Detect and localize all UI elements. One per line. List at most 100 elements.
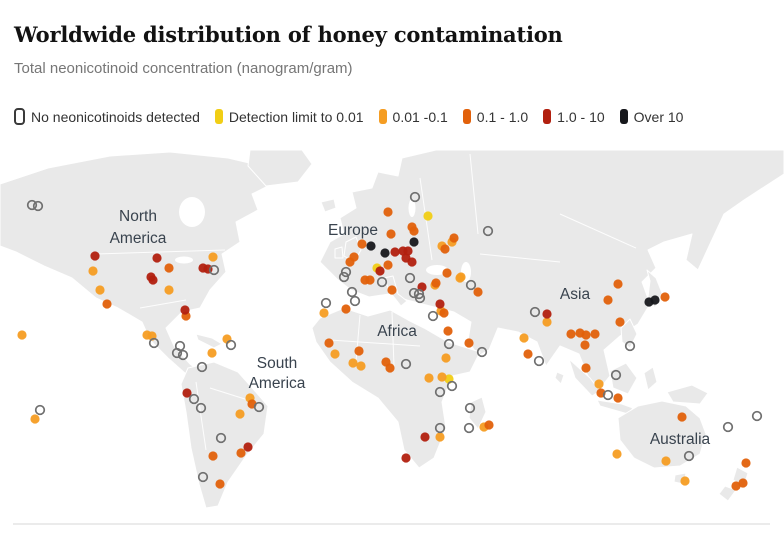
mid-dot	[581, 363, 591, 373]
none-dot	[610, 369, 622, 381]
legend-label: 0.01 -0.1	[392, 108, 448, 125]
world-map: North America Europe South America Africa Asia…	[0, 150, 784, 512]
high-dot	[148, 275, 158, 285]
none-dot	[346, 286, 358, 298]
mid-dot	[345, 257, 355, 267]
map-label-asia: Asia	[560, 286, 591, 303]
none-dot	[400, 358, 412, 370]
continent-labels: North America Europe South America Africa Asia…	[110, 208, 711, 448]
low-dot	[594, 379, 604, 389]
mid-dot	[215, 479, 225, 489]
none-dot	[340, 266, 352, 278]
none-dot	[624, 340, 636, 352]
map-label-south-america: South America	[249, 355, 306, 392]
none-dot	[197, 471, 209, 483]
legend-item: 0.1 - 1.0	[462, 109, 528, 125]
over-10-dot	[366, 241, 376, 251]
over-10-dot	[650, 295, 660, 305]
land-sri-lanka	[554, 371, 565, 385]
mid-dot	[449, 233, 459, 243]
none-dot	[376, 276, 388, 288]
land-new-guinea	[666, 384, 709, 405]
none-dot	[434, 422, 446, 434]
none-dot	[482, 225, 494, 237]
over-10-dot	[380, 248, 390, 258]
none-dot	[476, 346, 488, 358]
mid-dot	[566, 329, 576, 339]
legend: No neonicotinoids detected Detection limi…	[14, 108, 698, 125]
low-dot	[612, 449, 622, 459]
low-dot	[88, 266, 98, 276]
legend-item: Detection limit to 0.01	[214, 109, 364, 125]
high-dot	[375, 266, 385, 276]
none-dot	[253, 401, 265, 413]
none-dot	[349, 295, 361, 307]
high-dot	[401, 453, 411, 463]
mid-dot	[102, 299, 112, 309]
high-dot	[390, 247, 400, 257]
low-dot	[319, 308, 329, 318]
land-eurasia	[319, 150, 784, 393]
none-dot	[34, 404, 46, 416]
mid-dot	[208, 451, 218, 461]
mid-dot	[365, 275, 375, 285]
land-philippines	[620, 318, 638, 349]
high-dot	[403, 246, 413, 256]
legend-item: 0.01 -0.1	[378, 108, 448, 125]
low-dot	[437, 372, 447, 382]
none-dot	[196, 361, 208, 373]
over-10-dot	[409, 237, 419, 247]
low-dot	[95, 285, 105, 295]
low-dot	[435, 432, 445, 442]
land-greenland	[247, 150, 313, 187]
baltic-sea	[408, 199, 416, 217]
mid-dot	[442, 268, 452, 278]
none-dot	[338, 271, 350, 283]
high-dot	[90, 251, 100, 261]
high-dot	[180, 305, 190, 315]
mid-dot	[357, 239, 367, 249]
none-dot	[225, 339, 237, 351]
none-dot	[320, 297, 332, 309]
mid-dot	[523, 349, 533, 359]
none-dot	[174, 340, 186, 352]
high-dot	[182, 388, 192, 398]
mid-dot	[590, 329, 600, 339]
low-dot	[235, 409, 245, 419]
low-dot	[17, 330, 27, 340]
mid-dot	[473, 287, 483, 297]
legend-swatch	[378, 109, 387, 124]
low-dot	[424, 373, 434, 383]
detection-limit-dot	[423, 211, 433, 221]
legend-label: Over 10	[633, 108, 684, 125]
mid-dot	[741, 458, 751, 468]
low-dot	[542, 317, 552, 327]
legend-swatch	[14, 108, 25, 125]
mid-dot	[385, 363, 395, 373]
mid-dot	[615, 317, 625, 327]
mid-dot	[484, 420, 494, 430]
legend-label: No neonicotinoids detected	[31, 108, 200, 125]
none-dot	[177, 349, 189, 361]
mid-dot	[738, 478, 748, 488]
none-dot	[195, 402, 207, 414]
none-dot	[464, 402, 476, 414]
none-dot	[414, 292, 426, 304]
map-label-africa: Africa	[377, 323, 417, 340]
none-dot	[443, 338, 455, 350]
legend-swatch	[462, 109, 471, 124]
mid-dot	[354, 346, 364, 356]
land-sulawesi	[643, 366, 658, 391]
legend-swatch	[214, 109, 223, 124]
mid-dot	[383, 260, 393, 270]
land-iceland	[320, 198, 337, 213]
map-label-australia: Australia	[650, 431, 711, 448]
none-dot	[404, 272, 416, 284]
mid-dot	[164, 263, 174, 273]
none-dot	[408, 287, 420, 299]
low-dot	[30, 414, 40, 424]
high-dot	[420, 432, 430, 442]
none-dot	[683, 450, 695, 462]
low-dot	[164, 285, 174, 295]
land-ireland	[334, 246, 344, 259]
